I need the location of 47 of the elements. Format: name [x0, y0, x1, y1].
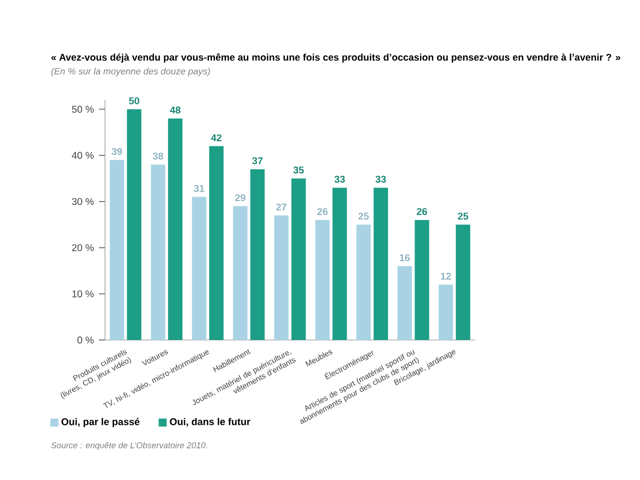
bar	[456, 224, 470, 340]
y-tick-label: 30 %	[72, 198, 94, 206]
data-label: 25	[458, 212, 468, 220]
data-label: 33	[334, 176, 345, 183]
data-label: 48	[170, 106, 180, 114]
bar	[438, 284, 454, 340]
bar	[168, 118, 182, 340]
bar	[209, 146, 224, 340]
bar	[110, 160, 124, 340]
data-label: 37	[252, 157, 263, 164]
data-label: 16	[400, 254, 410, 262]
y-tick-label: 0 %	[77, 336, 94, 344]
bar	[233, 206, 248, 340]
bar	[150, 164, 166, 340]
legend-label: Oui, dans le futur	[170, 418, 250, 427]
data-label: 42	[211, 134, 222, 142]
y-tick-label: 10 %	[72, 290, 94, 298]
data-label: 33	[376, 176, 386, 183]
data-label: 26	[317, 208, 328, 216]
y-tick-label: 40 %	[72, 152, 94, 159]
data-label: 50	[129, 97, 140, 104]
chart-subtitle: (En % sur la moyenne des douze pays)	[51, 68, 210, 76]
y-tick-label: 20 %	[72, 244, 94, 252]
source-note: Source : enquête de L’Observatoire 2010.	[51, 442, 207, 450]
data-label: 29	[235, 194, 246, 202]
y-tick-label: 50 %	[72, 106, 94, 113]
bar	[291, 178, 306, 340]
data-label: 25	[358, 212, 369, 220]
chart-title: « Avez-vous déjà vendu par vous-même au moins une fois ces produits d’occasion ou pensez-vous en vendre à l’avenir ? »	[51, 53, 620, 63]
bar	[274, 215, 289, 340]
bar	[374, 188, 388, 340]
data-label: 12	[440, 272, 451, 280]
data-label: 27	[276, 204, 286, 210]
bar	[315, 220, 330, 340]
bar	[192, 196, 206, 340]
data-label: 38	[152, 152, 164, 160]
bar	[414, 220, 430, 340]
bar	[356, 224, 371, 340]
bar	[332, 188, 347, 340]
bar	[250, 169, 265, 340]
data-label: 39	[112, 148, 122, 156]
legend-label: Oui, par le passé	[62, 418, 140, 428]
data-label: 31	[194, 184, 204, 192]
bar	[398, 266, 412, 340]
bar	[126, 109, 142, 340]
data-label: 26	[416, 208, 428, 216]
data-label: 35	[293, 166, 304, 174]
